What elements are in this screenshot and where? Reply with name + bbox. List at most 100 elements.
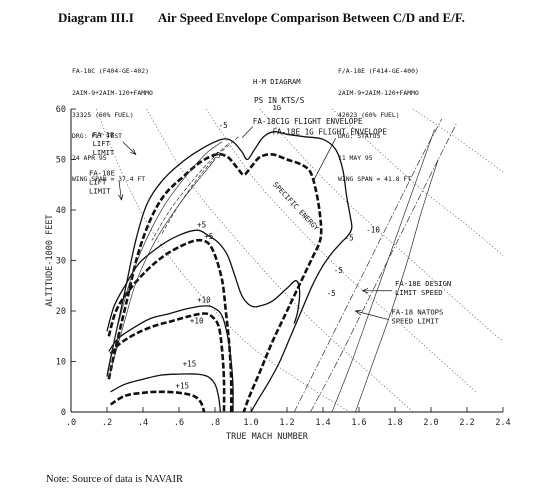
- fa18e-config-line: WING SPAN = 41.8 FT: [338, 175, 412, 184]
- specific-energy-line: [205, 108, 477, 393]
- x-tick-label: .0: [66, 418, 76, 428]
- x-tick-label: 1.4: [315, 418, 330, 428]
- curve-annotation: +5: [204, 232, 213, 241]
- fa18c-config-line: DRG: FLT TEST: [72, 132, 123, 141]
- x-axis-title: TRUE MACH NUMBER: [226, 432, 309, 442]
- curve-fa-18e-ps-5: [107, 238, 233, 413]
- source-note: Note: Source of data is NAVAIR: [46, 474, 183, 485]
- side-label-line: LIFT: [89, 178, 107, 187]
- fa18c-config-block: FA-18C (F404-GE-402) 2AIM-9+2AIM-120+FAM…: [72, 54, 153, 191]
- curve-annotation: -5: [327, 289, 336, 298]
- curve-fa-18c-ps-5: [106, 229, 301, 332]
- side-label-line: FA-18E DESIGN: [395, 279, 451, 288]
- diagram-title: Diagram III.I Air Speed Envelope Comparis…: [58, 10, 465, 26]
- ps-units-label: PS IN KTS/S: [254, 96, 305, 105]
- x-tick-label: .8: [210, 418, 220, 428]
- y-tick-label: 50: [56, 156, 66, 166]
- curve-fa-18c-ps-15: [110, 373, 222, 413]
- arrowhead: [361, 288, 369, 294]
- curve-annotation: FA-18E 1G FLIGHT ENVELOPE: [273, 127, 388, 136]
- x-tick-label: 1.0: [243, 418, 258, 428]
- side-label-line: SPEED LIMIT: [391, 317, 439, 326]
- fa18e-config-line: 2AIM-9+2AIM-120+FAMMO: [338, 89, 419, 98]
- curve-fa-18c-1g-flight-envelope: [106, 131, 353, 413]
- curve-annotation: +10: [190, 317, 204, 326]
- diagram-number: Diagram III.I: [58, 10, 134, 25]
- fa18e-config-line: F/A-18E (F414-GE-400): [338, 67, 419, 76]
- fa18e-config-line: DRG: STATUS: [338, 132, 381, 141]
- fa18c-config-line: 24 APR 95: [72, 153, 107, 162]
- leader-line: [241, 126, 254, 139]
- fa18c-config-line: 2AIM-9+2AIM-120+FAMMO: [72, 89, 153, 98]
- x-tick-label: 2.0: [423, 418, 438, 428]
- arrowhead: [354, 309, 362, 315]
- fa18c-config-line: FA-18C (F404-GE-402): [72, 67, 149, 76]
- specific-energy-line: [412, 108, 504, 173]
- hm-diagram-title: H-M DIAGRAM: [253, 77, 301, 86]
- specific-energy-lines: [95, 108, 504, 413]
- arrowhead: [130, 148, 137, 156]
- side-label-line: LIMIT: [93, 148, 115, 157]
- side-label-arrow: [122, 141, 137, 155]
- curve-annotation: +5: [197, 221, 206, 230]
- y-tick-label: 0: [61, 408, 66, 418]
- y-tick-label: 30: [56, 257, 66, 267]
- curve-annotation: +10: [197, 295, 211, 304]
- diagram-title-text: Air Speed Envelope Comparison Between C/…: [157, 10, 465, 25]
- leader-line: [313, 138, 336, 180]
- chart-axes: .0 .2 .4 .6 .8 1.0 1.2 1.4 1.6 1.8 2.0 2.2 2.4 0 10 20 3…: [45, 105, 511, 442]
- side-label-arrow: [355, 310, 389, 320]
- curve-fa-18e-lift-limit: [108, 159, 216, 378]
- specific-energy-line: [259, 108, 504, 342]
- ps-contour-top: [151, 144, 228, 241]
- curve-fa-18c-ps-10: [108, 305, 234, 413]
- x-tick-label: 1.8: [387, 418, 402, 428]
- x-tick-label: 2.2: [459, 418, 474, 428]
- side-label-arrow: [118, 180, 122, 200]
- curve-annotation: FA-18C1G FLIGHT ENVELOPE: [253, 117, 363, 126]
- side-label-line: LIMIT SPEED: [395, 288, 443, 297]
- curve-ps-5-right: [331, 129, 435, 413]
- curve-fa-18e-1g-flight-envelope: [107, 152, 323, 413]
- side-label-line: FA-18: [93, 130, 115, 139]
- y-tick-label: 40: [56, 206, 66, 216]
- x-tick-label: .4: [138, 418, 148, 428]
- curve-annotation: +15: [183, 360, 197, 369]
- curve-fa-18e-ps-15: [109, 390, 206, 413]
- curve-annotation: -5: [334, 266, 343, 275]
- x-tick-label: .6: [174, 418, 184, 428]
- x-tick-label: 1.6: [351, 418, 366, 428]
- curve-annotation: -5: [219, 121, 228, 130]
- curve-annotation: -5: [345, 233, 354, 242]
- curve-ps-10: [355, 159, 439, 413]
- ps-contour-top: [160, 136, 239, 236]
- curve-fa-18-natops-speed-limit: [293, 118, 443, 413]
- hm-diagram-load: 1G: [272, 102, 282, 112]
- x-tick-label: 1.2: [279, 418, 294, 428]
- side-label-line: FA-18E: [89, 169, 115, 178]
- specific-energy-line: [146, 108, 414, 413]
- curve-annotation: +15: [175, 381, 189, 390]
- fa18e-config-line: 11 MAY 95: [338, 153, 373, 162]
- envelope-curves: [106, 118, 457, 413]
- fa18e-config-block: F/A-18E (F414-GE-400) 2AIM-9+2AIM-120+FA…: [338, 54, 419, 191]
- hm-diagram-chart: .0 .2 .4 .6 .8 1.0 1.2 1.4 1.6 1.8 2.0 2.2 2.4 0 10 20 3…: [45, 105, 511, 442]
- y-tick-label: 20: [56, 307, 66, 317]
- x-tick-label: .2: [102, 418, 112, 428]
- y-tick-label: 60: [56, 105, 66, 115]
- y-tick-label: 10: [56, 358, 66, 368]
- curve-annotation: +5: [211, 151, 220, 160]
- fa18e-config-line: 42023 (60% FUEL): [338, 110, 400, 119]
- curve-annotation: -10: [366, 226, 380, 235]
- x-tick-label: 2.4: [495, 418, 510, 428]
- specific-energy-line: [331, 108, 504, 256]
- fa18c-config-line: WING SPAN = 37.4 FT: [72, 175, 146, 184]
- curve-fa-18e-design-limit-speed: [310, 124, 457, 413]
- hm-diagram-block: H-M DIAGRAM 1G: [253, 61, 301, 121]
- side-label-line: LIMIT: [89, 187, 111, 196]
- y-axis-title: ALTITUDE-1000 FEET: [45, 214, 55, 306]
- curve-fa-18-lift-limit: [106, 141, 223, 375]
- curve-fa-18e-ps-10: [109, 312, 226, 413]
- side-label-line: LIFT: [93, 139, 111, 148]
- fa18c-config-line: 33325 (60% FUEL): [72, 110, 134, 119]
